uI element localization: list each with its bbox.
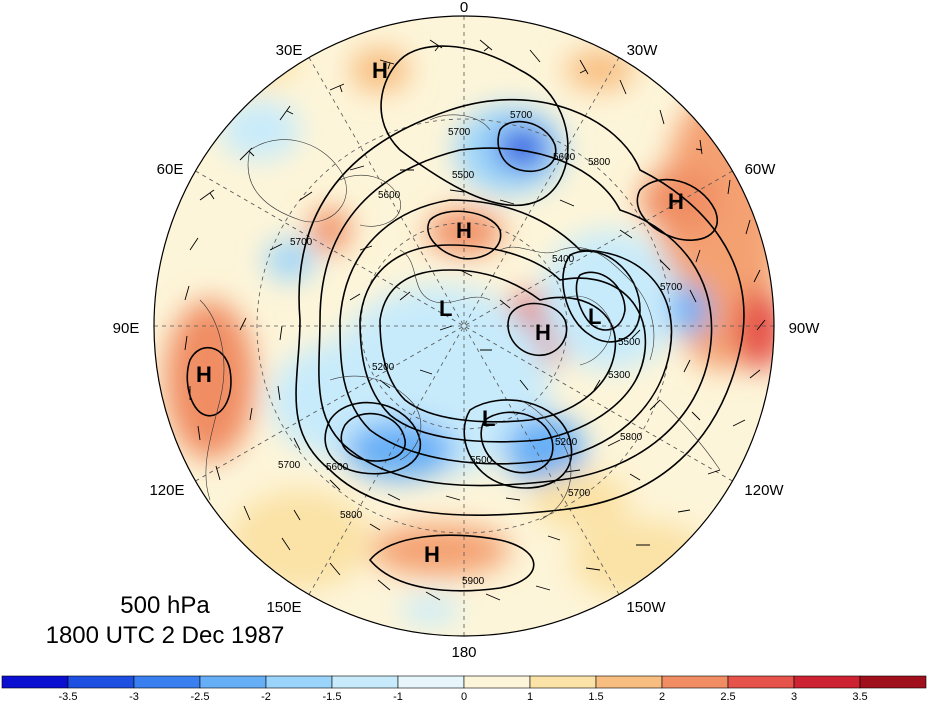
- longitude-label: 30E: [276, 42, 303, 59]
- contour-label: 5700: [290, 237, 313, 248]
- colorbar-tick-label: 2.5: [720, 691, 735, 702]
- coastlines: [199, 114, 721, 521]
- contour-label: 5600: [326, 462, 349, 473]
- colorbar-tick-label: 1.5: [588, 691, 603, 702]
- longitude-label: 120E: [149, 482, 184, 499]
- colorbar-swatch: [67, 675, 135, 689]
- colorbar-swatch: [133, 675, 201, 689]
- contour-label: 5900: [462, 576, 485, 587]
- map-boundary: [153, 15, 775, 637]
- contour-label: 5500: [452, 170, 475, 181]
- high-marker: H: [535, 320, 551, 345]
- longitude-label: 150W: [626, 599, 666, 616]
- colorbar-swatch: [859, 675, 927, 689]
- longitude-label: 90E: [113, 320, 140, 337]
- colorbar-tick-label: 2: [659, 691, 665, 702]
- colorbar-swatch: [331, 675, 399, 689]
- high-marker: H: [424, 542, 440, 567]
- high-marker: H: [372, 58, 388, 83]
- colorbar-swatch: [661, 675, 729, 689]
- contour-label: 5600: [378, 190, 401, 201]
- high-marker: H: [456, 218, 472, 243]
- colorbar-swatch: [727, 675, 795, 689]
- low-marker: L: [482, 406, 495, 431]
- contour-label: 5700: [568, 488, 591, 499]
- longitude-label: 0: [460, 0, 468, 16]
- colorbar-swatch: [199, 675, 267, 689]
- colorbar-tick-label: 0: [461, 691, 467, 702]
- longitude-label: 30W: [627, 42, 659, 59]
- colorbar-tick-label: 1: [527, 691, 533, 702]
- colorbar-tick-label: 3.5: [852, 691, 867, 702]
- contour-label: 5500: [470, 455, 493, 466]
- colorbar-swatch: [1, 675, 69, 689]
- colorbar-tick-label: 3: [791, 691, 797, 702]
- longitude-label: 60E: [157, 161, 184, 178]
- longitude-label: 150E: [266, 599, 301, 616]
- wind-barbs: [184, 39, 766, 601]
- colorbar-tick-label: -2: [261, 691, 271, 702]
- contour-label: 5200: [555, 437, 578, 448]
- colorbar-swatch: [265, 675, 333, 689]
- contour-label: 5800: [588, 157, 611, 168]
- colorbar-tick-label: -3: [129, 691, 139, 702]
- colorbar-tick-label: -2.5: [191, 691, 210, 702]
- colorbar: -3.5 -3 -2.5 -2 -1.5 -1 0 1 1.5 2 2.5 3 3.5: [1, 675, 927, 702]
- contour-label: 5300: [608, 370, 631, 381]
- contour-label: 5500: [618, 337, 641, 348]
- contour-labels: 5700 5700 5500 5800 5600 5700 5400 5200 …: [278, 110, 683, 587]
- low-marker: L: [588, 304, 601, 329]
- high-marker: H: [196, 362, 212, 387]
- longitude-label: 180: [451, 644, 476, 661]
- colorbar-tick-label: -3.5: [59, 691, 78, 702]
- valid-time-caption: 1800 UTC 2 Dec 1987: [45, 622, 285, 649]
- colorbar-swatch: [397, 675, 465, 689]
- colorbar-tick-label: -1: [393, 691, 403, 702]
- pressure-centers: H H H H H H L L L: [196, 58, 684, 567]
- contour-label: 5800: [620, 432, 643, 443]
- longitude-label: 90W: [789, 320, 821, 337]
- longitude-label: 120W: [744, 482, 784, 499]
- pressure-level-caption: 500 hPa: [120, 592, 210, 619]
- colorbar-swatch: [463, 675, 531, 689]
- colorbar-tick-label: -1.5: [323, 691, 342, 702]
- contour-label: 5800: [340, 510, 363, 521]
- colorbar-swatch: [595, 675, 663, 689]
- contour-label: 5400: [552, 254, 575, 265]
- contour-label: 5700: [278, 460, 301, 471]
- colorbar-swatch: [529, 675, 597, 689]
- contour-label: 5700: [510, 110, 533, 121]
- contour-label: 5700: [660, 282, 683, 293]
- colorbar-swatch: [793, 675, 861, 689]
- longitude-labels: 0 30W 60W 90W 120W 150W 180 150E 120E 90…: [113, 0, 821, 661]
- geopotential-height-contours: [186, 45, 745, 592]
- high-marker: H: [668, 189, 684, 214]
- contour-label: 5600: [553, 152, 576, 163]
- low-marker: L: [439, 296, 452, 321]
- contour-label: 5200: [372, 362, 395, 373]
- contour-label: 5700: [448, 127, 471, 138]
- longitude-label: 60W: [745, 161, 777, 178]
